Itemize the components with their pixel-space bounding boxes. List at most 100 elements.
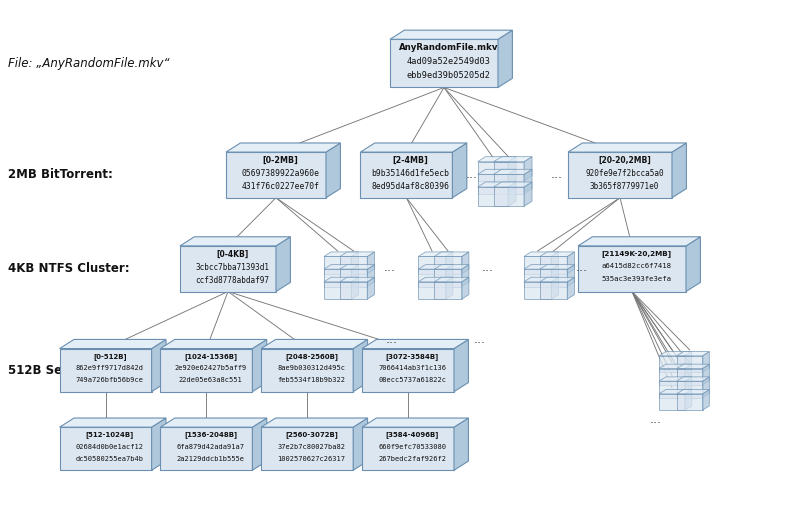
Polygon shape: [434, 282, 462, 299]
Polygon shape: [494, 157, 532, 162]
Polygon shape: [672, 143, 686, 198]
Polygon shape: [478, 187, 508, 206]
Text: [3072-3584B]: [3072-3584B]: [386, 353, 439, 359]
Polygon shape: [478, 169, 516, 174]
Polygon shape: [324, 277, 358, 282]
Polygon shape: [60, 418, 166, 427]
Polygon shape: [508, 182, 516, 206]
Polygon shape: [324, 282, 351, 299]
Text: 920fe9e7f2bcca5a0: 920fe9e7f2bcca5a0: [585, 169, 664, 178]
Polygon shape: [494, 187, 524, 206]
Polygon shape: [340, 252, 374, 257]
Text: 2MB BitTorrent:: 2MB BitTorrent:: [8, 168, 113, 182]
Polygon shape: [446, 265, 453, 286]
Polygon shape: [152, 418, 166, 470]
Polygon shape: [367, 265, 374, 286]
Polygon shape: [494, 182, 532, 187]
Text: ...: ...: [386, 333, 398, 346]
Polygon shape: [362, 418, 469, 427]
Polygon shape: [677, 381, 702, 397]
Polygon shape: [677, 351, 710, 356]
Text: File: „AnyRandomFile.mkv“: File: „AnyRandomFile.mkv“: [8, 57, 170, 70]
Polygon shape: [462, 265, 469, 286]
Polygon shape: [524, 269, 551, 286]
Polygon shape: [702, 351, 710, 372]
Polygon shape: [340, 265, 374, 269]
Polygon shape: [434, 277, 469, 282]
Polygon shape: [677, 377, 710, 381]
Text: 862e9ff9717d842d: 862e9ff9717d842d: [76, 365, 144, 371]
Polygon shape: [253, 340, 267, 391]
Polygon shape: [180, 237, 290, 246]
Polygon shape: [685, 389, 692, 410]
Polygon shape: [362, 340, 469, 349]
Polygon shape: [390, 40, 498, 87]
Polygon shape: [446, 252, 453, 274]
Text: b9b35146d1fe5ecb: b9b35146d1fe5ecb: [372, 169, 450, 178]
Polygon shape: [362, 349, 454, 391]
Polygon shape: [578, 246, 686, 292]
Polygon shape: [702, 377, 710, 397]
Polygon shape: [677, 356, 702, 372]
Polygon shape: [160, 427, 253, 470]
Text: ...: ...: [482, 261, 494, 274]
Text: [2560-3072B]: [2560-3072B]: [285, 431, 338, 438]
Polygon shape: [324, 257, 351, 274]
Polygon shape: [361, 152, 453, 198]
Polygon shape: [551, 252, 558, 274]
Polygon shape: [677, 394, 702, 410]
Polygon shape: [180, 246, 276, 292]
Polygon shape: [340, 282, 367, 299]
Text: [0-4KB]: [0-4KB]: [216, 250, 249, 259]
Polygon shape: [659, 369, 685, 385]
Polygon shape: [462, 252, 469, 274]
Polygon shape: [685, 377, 692, 397]
Polygon shape: [351, 252, 358, 274]
Polygon shape: [540, 265, 574, 269]
Polygon shape: [362, 427, 454, 470]
Polygon shape: [367, 277, 374, 299]
Polygon shape: [340, 257, 367, 274]
Text: [1536-2048B]: [1536-2048B]: [184, 431, 238, 438]
Text: 2e920e62427b5aff9: 2e920e62427b5aff9: [174, 365, 247, 371]
Polygon shape: [418, 277, 453, 282]
Polygon shape: [434, 265, 469, 269]
Polygon shape: [659, 389, 692, 394]
Polygon shape: [418, 257, 446, 274]
Text: 02684d0b0e1acf12: 02684d0b0e1acf12: [76, 444, 144, 450]
Polygon shape: [494, 169, 532, 174]
Polygon shape: [567, 277, 574, 299]
Text: dc50580255ea7b4b: dc50580255ea7b4b: [76, 456, 144, 462]
Text: 3b365f8779971e0: 3b365f8779971e0: [590, 182, 659, 191]
Polygon shape: [418, 252, 453, 257]
Polygon shape: [540, 269, 567, 286]
Text: ...: ...: [474, 333, 486, 346]
Polygon shape: [446, 277, 453, 299]
Polygon shape: [60, 427, 152, 470]
Polygon shape: [478, 174, 508, 194]
Polygon shape: [551, 265, 558, 286]
Text: 4KB NTFS Cluster:: 4KB NTFS Cluster:: [8, 262, 130, 275]
Polygon shape: [367, 252, 374, 274]
Text: 3cbcc7bba71393d1: 3cbcc7bba71393d1: [195, 263, 270, 272]
Text: [0-512B]: [0-512B]: [93, 353, 126, 359]
Polygon shape: [567, 252, 574, 274]
Polygon shape: [462, 277, 469, 299]
Polygon shape: [160, 418, 267, 427]
Polygon shape: [354, 340, 368, 391]
Text: [2048-2560B]: [2048-2560B]: [285, 353, 338, 359]
Polygon shape: [253, 418, 267, 470]
Polygon shape: [494, 162, 524, 181]
Polygon shape: [540, 282, 567, 299]
Polygon shape: [659, 351, 692, 356]
Polygon shape: [659, 364, 692, 369]
Text: 05697389922a960e: 05697389922a960e: [242, 169, 319, 178]
Polygon shape: [540, 252, 574, 257]
Polygon shape: [540, 277, 574, 282]
Polygon shape: [659, 381, 685, 397]
Polygon shape: [324, 252, 358, 257]
Text: [21149K-20,2MB]: [21149K-20,2MB]: [602, 250, 671, 257]
Polygon shape: [354, 418, 368, 470]
Polygon shape: [685, 364, 692, 385]
Text: 431f76c0227ee70f: 431f76c0227ee70f: [242, 182, 319, 191]
